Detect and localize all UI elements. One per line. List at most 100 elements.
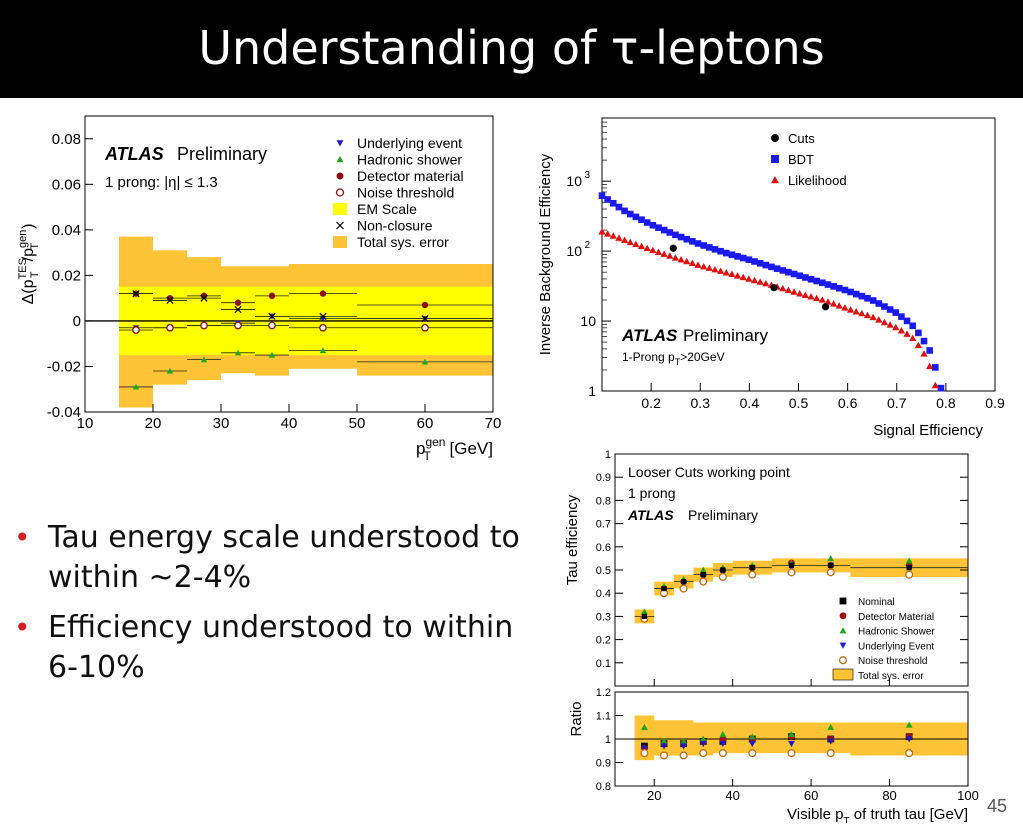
legend-marker [336, 172, 344, 180]
likelihood-point [756, 278, 764, 285]
y-tick-exponent: 2 [584, 240, 590, 251]
roc-curve-chart: 0.2 0.3 0.4 0.5 0.6 0.7 0.8 0.9 1 10 10 2 10 3 Cuts BDT… [530, 108, 1020, 443]
likelihood-point [784, 286, 793, 294]
likelihood-point [790, 288, 798, 295]
likelihood-point [750, 276, 759, 284]
x-tick-label: 40 [725, 788, 739, 803]
likelihood-point [897, 327, 906, 334]
likelihood-point [903, 330, 911, 337]
likelihood-point [604, 230, 612, 237]
bdt-point [858, 292, 866, 300]
likelihood-point [892, 323, 900, 331]
bdt-point [835, 284, 843, 292]
bdt-point [666, 229, 674, 236]
point-hadronic-shower [132, 383, 140, 390]
legend-label: EM Scale [357, 201, 417, 217]
likelihood-point [722, 268, 730, 276]
ratio-y-tick-label: 1 [605, 734, 611, 746]
point-noise-threshold [132, 326, 140, 334]
legend-label: Hadronic shower [357, 152, 462, 168]
ratio-point-hadronic-shower [699, 735, 707, 742]
y-tick-label: 0 [73, 313, 81, 330]
likelihood-point [666, 252, 674, 259]
x-tick-label: 30 [213, 415, 230, 432]
likelihood-point [830, 300, 838, 307]
x-tick-label: 80 [882, 788, 896, 803]
point-non-closure [200, 294, 208, 302]
bdt-point [689, 238, 696, 245]
y-tick-label: 0.8 [596, 495, 611, 507]
selection-label: 1-Prong pT>20GeV [622, 350, 725, 367]
bdt-point [751, 258, 758, 265]
legend-marker [838, 656, 848, 665]
legend-label: Hadronic Shower [858, 627, 935, 638]
bdt-point [683, 235, 691, 243]
x-tick-label: 0.3 [691, 395, 711, 411]
annotation-text1: Looser Cuts working point [628, 464, 790, 480]
bdt-point [762, 261, 770, 269]
bdt-point [745, 256, 753, 264]
legend-label: Underlying Event [858, 641, 934, 652]
bdt-point [796, 272, 804, 280]
bdt-point [655, 224, 662, 231]
bdt-point [869, 297, 877, 304]
legend-marker [336, 156, 344, 163]
bdt-point [677, 233, 685, 241]
bullet-text: Efficiency understood to within 6-10% [48, 610, 514, 685]
bdt-point [626, 210, 634, 218]
point-noise-threshold [268, 321, 276, 330]
point-non-closure [421, 315, 429, 323]
y-tick-label: 0.4 [596, 588, 611, 600]
likelihood-point [835, 302, 843, 309]
point-non-closure [268, 312, 276, 320]
likelihood-point [846, 306, 855, 313]
atlas-label: ATLAS [104, 144, 164, 164]
x-axis-label: pgen T [GeV] [416, 435, 493, 463]
point-non-closure [166, 296, 174, 305]
likelihood-point [654, 248, 663, 255]
legend-swatch [832, 668, 854, 681]
y-tick-label: 1 [605, 449, 611, 461]
bdt-point [920, 337, 928, 345]
point-noise-threshold [166, 323, 174, 332]
ratio-point-hadronic-shower [680, 737, 688, 745]
x-tick-label: 0.7 [887, 395, 907, 411]
legend-label: BDT [788, 152, 814, 167]
atlas-label: ATLAS [627, 507, 674, 523]
likelihood-point [909, 334, 917, 341]
point-noise-threshold [905, 570, 914, 579]
ratio-point-noise-threshold [826, 749, 835, 758]
cuts-point [770, 284, 778, 292]
likelihood-point [796, 289, 804, 297]
point-noise-threshold [679, 584, 688, 593]
y-tick-label: -0.02 [47, 358, 81, 375]
likelihood-point [858, 309, 866, 317]
x-tick-label: 50 [349, 415, 366, 432]
point-noise-threshold [234, 321, 242, 330]
x-axis-label: Visible pT of truth tau [GeV] [787, 806, 968, 823]
legend-marker [771, 134, 779, 142]
likelihood-point [914, 341, 922, 349]
ratio-point-noise-threshold [905, 749, 914, 758]
point-nominal [828, 562, 834, 568]
x-tick-label: 20 [145, 415, 162, 432]
bdt-point [756, 259, 764, 267]
y-tick-label: 0.02 [52, 267, 81, 284]
y-tick-exponent: 3 [584, 170, 590, 181]
x-tick-label: 0.4 [740, 395, 760, 411]
ratio-point-underlying-event [680, 743, 688, 750]
point-nominal [749, 565, 755, 571]
point-hadronic-shower [905, 557, 913, 564]
likelihood-point [926, 362, 934, 370]
likelihood-point [869, 313, 877, 321]
likelihood-point [677, 255, 685, 263]
legend-label: Cuts [788, 131, 815, 146]
legend-marker [839, 597, 847, 605]
point-noise-threshold [826, 568, 835, 577]
legend-label: Likelihood [788, 173, 847, 188]
bdt-point [813, 277, 820, 285]
likelihood-point [920, 350, 928, 357]
point-nominal [641, 613, 648, 619]
likelihood-point [733, 272, 742, 279]
